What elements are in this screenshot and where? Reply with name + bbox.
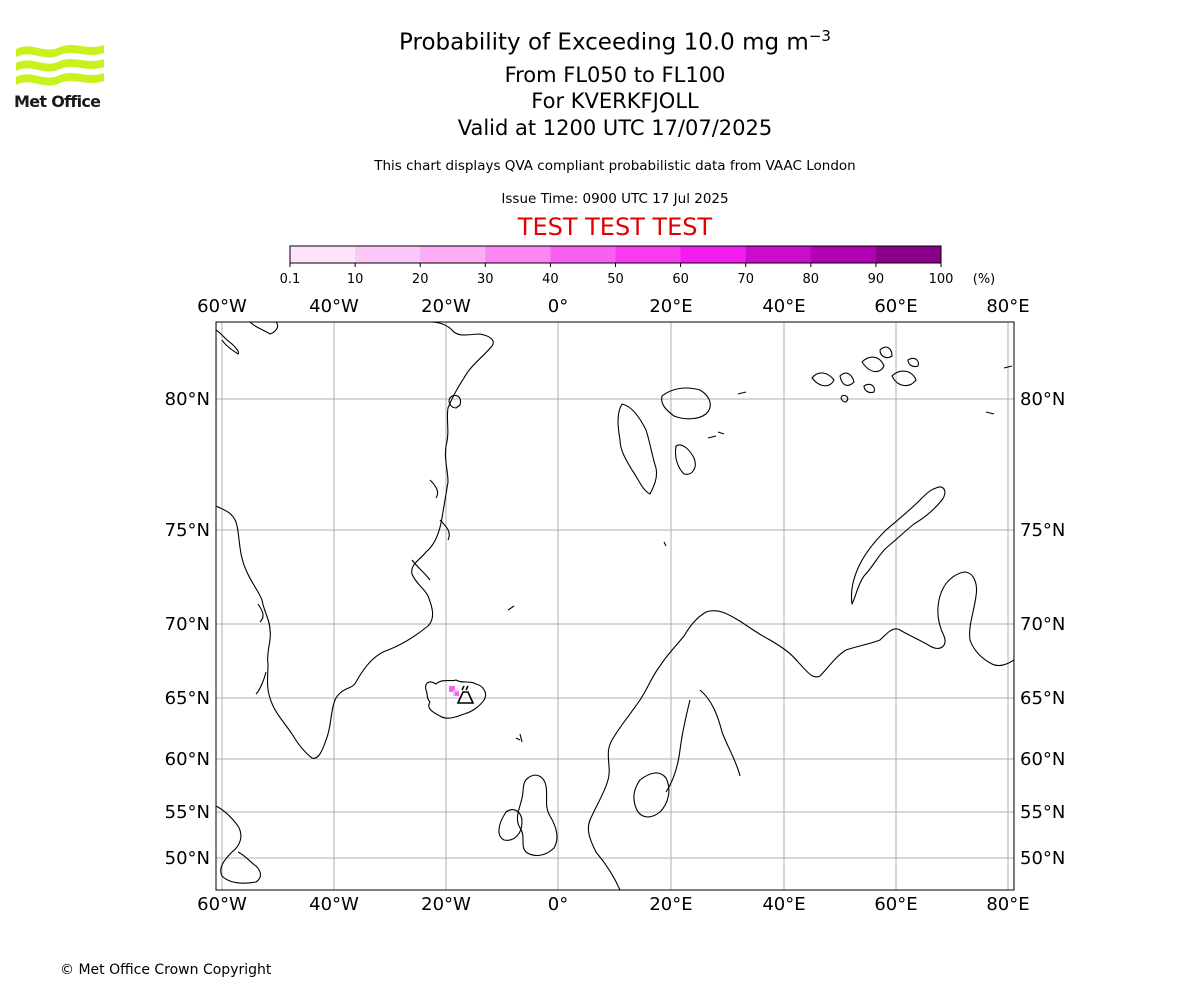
longitude-label-bottom: 80°E: [986, 894, 1029, 915]
longitude-label-bottom: 60°E: [874, 894, 917, 915]
colorbar-tick-label: 0.1: [280, 272, 300, 287]
coastline-iceland: [425, 679, 487, 719]
latitude-label-right: 80°N: [1020, 389, 1065, 410]
latitude-label-right: 75°N: [1020, 520, 1065, 541]
issue-time: Issue Time: 0900 UTC 17 Jul 2025: [501, 191, 729, 207]
longitude-label-top: 40°E: [762, 296, 805, 317]
coastline-faroe: [515, 733, 523, 743]
longitude-label-bottom: 0°: [548, 894, 568, 915]
colorbar-cell: [355, 246, 421, 263]
colorbar-cell: [615, 246, 682, 263]
longitude-label-top: 20°W: [421, 296, 471, 317]
colorbar-unit-label: (%): [973, 272, 996, 287]
colorbar-cell: [680, 246, 747, 263]
colorbar-tick-label: 50: [607, 272, 624, 287]
longitude-label-bottom: 40°W: [309, 894, 359, 915]
coastline-franz-josef-land: [811, 346, 1013, 415]
colorbar-cell: [290, 246, 356, 263]
longitude-label-bottom: 20°E: [649, 894, 692, 915]
map: 60°W 40°W 20°W 0° 20°E 40°E 60°E 80°E 60°W 40°W 2…: [165, 296, 1066, 915]
longitude-label-top: 80°E: [986, 296, 1029, 317]
colorbar-tick-label: 20: [412, 272, 429, 287]
coastline-novaya-zemlya: [850, 486, 946, 605]
volcano-name: For KVERKFJOLL: [531, 89, 699, 113]
latitude-label-right: 60°N: [1020, 749, 1065, 770]
latitude-label-left: 70°N: [165, 614, 210, 635]
longitude-label-top: 60°E: [874, 296, 917, 317]
colorbar-tick-label: 100: [929, 272, 954, 287]
latitude-label-right: 55°N: [1020, 802, 1065, 823]
latitude-label-left: 50°N: [165, 848, 210, 869]
colorbar-tick-label: 40: [542, 272, 559, 287]
colorbar-cell: [875, 246, 942, 263]
colorbar-tick-label: 70: [737, 272, 754, 287]
colorbar-cell: [810, 246, 877, 263]
latitude-label-left: 60°N: [165, 749, 210, 770]
colorbar-cell: [485, 246, 551, 263]
colorbar-tick-label: 60: [672, 272, 689, 287]
longitude-label-bottom: 20°W: [421, 894, 471, 915]
latitude-label-left: 55°N: [165, 802, 210, 823]
colorbar-cell: [745, 246, 812, 263]
coastline-bear-island: [663, 541, 667, 547]
test-banner: TEST TEST TEST: [517, 213, 713, 241]
ash-probability-area: [449, 686, 459, 696]
latitude-label-left: 80°N: [165, 389, 210, 410]
coastline-ellesmere: [216, 329, 240, 355]
coastline-greenland: [216, 322, 494, 759]
met-office-logo-waves: [16, 45, 104, 86]
coastline-europe: [587, 571, 1014, 890]
met-office-logo-text: Met Office: [14, 92, 101, 111]
chart-title-text: Probability of Exceeding 10.0 mg m: [399, 29, 809, 56]
longitude-label-bottom: 40°E: [762, 894, 805, 915]
longitude-label-top: 40°W: [309, 296, 359, 317]
longitude-label-top: 60°W: [197, 296, 247, 317]
latitude-label-right: 70°N: [1020, 614, 1065, 635]
volcano-marker-icon: [456, 685, 475, 704]
latitude-label-left: 75°N: [165, 520, 210, 541]
colorbar: 0.1 10 20 30 40 50 60 70 80 90 100 (%): [280, 245, 996, 287]
coastline-labrador: [216, 805, 262, 884]
longitude-label-bottom: 60°W: [197, 894, 247, 915]
latitude-label-right: 65°N: [1020, 688, 1065, 709]
colorbar-tick-label: 90: [868, 272, 885, 287]
chart-title-superscript: −3: [808, 27, 831, 45]
chart-title: Probability of Exceeding 10.0 mg m−3: [0, 27, 1200, 56]
map-frame-fill: [216, 322, 1014, 890]
latitude-label-left: 65°N: [165, 688, 210, 709]
coastline-great-britain: [516, 774, 558, 857]
chart-description: This chart displays QVA compliant probab…: [374, 158, 856, 174]
longitude-label-top: 20°E: [649, 296, 692, 317]
longitude-label-top: 0°: [548, 296, 568, 317]
map-frame: [215, 321, 1015, 891]
coastline-baltic: [633, 772, 670, 818]
copyright-notice: © Met Office Crown Copyright: [60, 962, 272, 978]
flight-levels: From FL050 to FL100: [504, 63, 726, 87]
colorbar-tick-label: 30: [477, 272, 494, 287]
coastline-jan-mayen: [507, 605, 515, 611]
valid-time: Valid at 1200 UTC 17/07/2025: [457, 116, 773, 140]
colorbar-tick-label: 80: [803, 272, 820, 287]
colorbar-tick-label: 10: [347, 272, 364, 287]
latitude-label-right: 50°N: [1020, 848, 1065, 869]
coastline-ireland: [498, 809, 523, 841]
coastline-svalbard: [617, 403, 658, 495]
colorbar-cell: [420, 246, 486, 263]
colorbar-cell: [550, 246, 616, 263]
